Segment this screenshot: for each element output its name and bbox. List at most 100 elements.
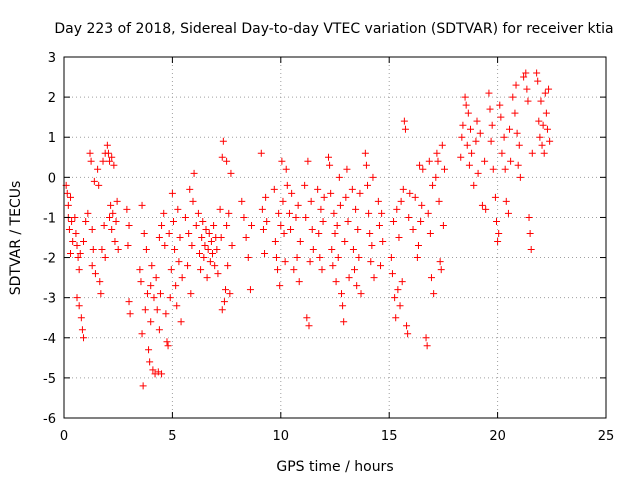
data-point	[218, 153, 226, 161]
data-point	[99, 157, 107, 165]
data-point	[418, 201, 426, 209]
data-point	[308, 225, 316, 233]
data-point	[82, 217, 90, 225]
data-point	[149, 366, 157, 374]
data-point	[498, 149, 506, 157]
data-point	[537, 97, 545, 105]
data-point	[379, 238, 387, 246]
data-point	[137, 278, 145, 286]
data-point	[181, 213, 189, 221]
data-point	[391, 294, 399, 302]
data-point	[68, 217, 76, 225]
data-point	[125, 298, 133, 306]
data-point	[199, 217, 207, 225]
data-point	[218, 306, 226, 314]
y-tick-label: 2	[48, 91, 56, 106]
data-point	[437, 266, 445, 274]
data-point	[292, 213, 300, 221]
data-point	[316, 254, 324, 262]
x-tick-label: 5	[168, 429, 176, 444]
data-point	[340, 318, 348, 326]
data-point	[515, 141, 523, 149]
data-point	[459, 121, 467, 129]
data-point	[209, 250, 217, 258]
data-point	[279, 197, 287, 205]
data-point	[106, 213, 114, 221]
data-point	[397, 197, 405, 205]
data-point	[164, 342, 172, 350]
data-point	[141, 306, 149, 314]
data-point	[334, 254, 342, 262]
data-point	[524, 97, 532, 105]
data-point	[89, 246, 97, 254]
data-point	[398, 278, 406, 286]
data-point	[146, 358, 154, 366]
data-point	[349, 246, 357, 254]
data-point	[207, 238, 215, 246]
data-point	[535, 117, 543, 125]
y-tick-label: -1	[43, 211, 56, 226]
data-point	[506, 125, 514, 133]
data-point	[433, 149, 441, 157]
data-point	[315, 229, 323, 237]
data-point	[368, 242, 376, 250]
data-point	[187, 290, 195, 298]
data-point	[467, 125, 474, 133]
data-point	[424, 209, 432, 217]
data-point	[501, 165, 509, 173]
data-point	[201, 242, 209, 250]
data-point	[240, 213, 248, 221]
data-point	[103, 141, 111, 149]
data-point	[63, 189, 71, 197]
data-point	[339, 302, 347, 310]
data-point	[213, 246, 221, 254]
data-point	[417, 217, 425, 225]
data-point	[348, 185, 356, 193]
data-point	[305, 322, 313, 330]
data-point	[77, 314, 85, 322]
data-point	[406, 189, 414, 197]
data-point	[416, 161, 424, 169]
data-point	[143, 290, 151, 298]
data-point	[329, 262, 337, 270]
data-point	[185, 229, 193, 237]
data-point	[317, 205, 325, 213]
data-point	[294, 201, 302, 209]
x-tick-label: 20	[489, 429, 506, 444]
data-point	[219, 137, 227, 145]
data-point	[91, 270, 99, 278]
data-point	[238, 197, 246, 205]
data-point	[485, 89, 493, 97]
data-point	[226, 290, 234, 298]
data-point	[319, 217, 327, 225]
data-point	[338, 290, 346, 298]
data-point	[513, 129, 521, 137]
data-point	[478, 201, 486, 209]
data-point	[516, 173, 524, 181]
data-point	[223, 221, 231, 229]
data-point	[165, 229, 173, 237]
data-point	[361, 149, 369, 157]
data-point	[113, 197, 121, 205]
data-point	[106, 157, 114, 165]
data-point	[150, 294, 158, 302]
data-point	[124, 242, 132, 250]
data-point	[158, 221, 166, 229]
data-point	[540, 149, 548, 157]
data-point	[320, 193, 328, 201]
data-point	[175, 258, 183, 266]
data-point	[227, 169, 235, 177]
data-point	[194, 209, 202, 217]
data-point	[73, 294, 81, 302]
data-point	[536, 133, 544, 141]
data-point	[432, 173, 440, 181]
data-point	[217, 234, 225, 241]
data-point	[388, 270, 396, 278]
data-point	[263, 217, 271, 225]
data-point	[504, 209, 512, 217]
x-tick-label: 0	[60, 429, 68, 444]
data-point	[327, 189, 335, 197]
data-point	[335, 173, 343, 181]
data-point	[458, 133, 466, 141]
data-point	[345, 274, 353, 282]
